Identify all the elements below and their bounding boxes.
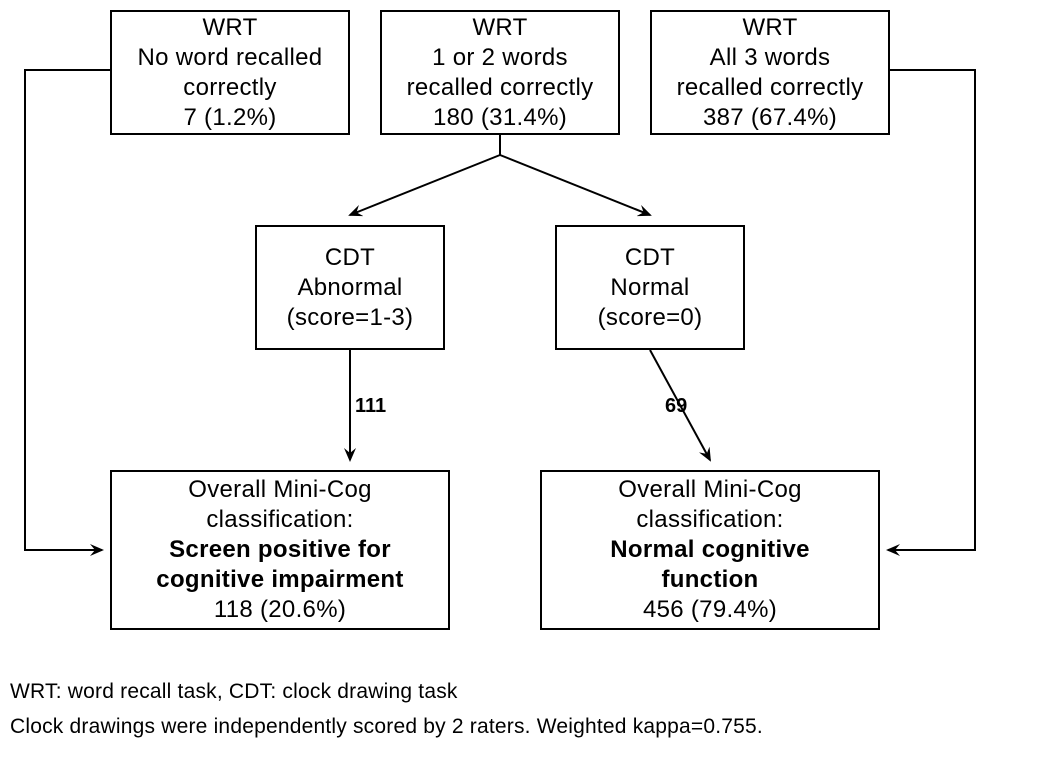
node-line: Abnormal: [297, 273, 402, 303]
node-line: (score=1-3): [287, 303, 414, 333]
node-line: cognitive impairment: [156, 565, 403, 595]
node-line: CDT: [325, 243, 375, 273]
node-line: (score=0): [598, 303, 703, 333]
node-line: CDT: [625, 243, 675, 273]
node-line: 7 (1.2%): [183, 103, 276, 133]
node-line: 387 (67.4%): [703, 103, 837, 133]
node-cdt-abnormal: CDTAbnormal(score=1-3): [255, 225, 445, 350]
flowchart-canvas: WRTNo word recalledcorrectly7 (1.2%) WRT…: [0, 0, 1050, 757]
node-line: Normal: [610, 273, 689, 303]
node-line: All 3 words: [710, 43, 831, 73]
node-line: 1 or 2 words: [432, 43, 568, 73]
node-line: No word recalled: [138, 43, 323, 73]
edge: [350, 135, 500, 215]
node-line: classification:: [206, 505, 353, 535]
node-line: 456 (79.4%): [643, 595, 777, 625]
node-line: Screen positive for: [169, 535, 391, 565]
node-line: Normal cognitive: [610, 535, 810, 565]
edge: [888, 70, 975, 550]
node-outcome-negative: Overall Mini-Cogclassification:Normal co…: [540, 470, 880, 630]
node-line: Overall Mini-Cog: [188, 475, 372, 505]
edge: [25, 70, 110, 550]
node-line: classification:: [636, 505, 783, 535]
node-line: WRT: [202, 13, 257, 43]
node-wrt-1-2-words: WRT1 or 2 wordsrecalled correctly180 (31…: [380, 10, 620, 135]
footer-kappa: Clock drawings were independently scored…: [10, 715, 763, 739]
node-line: 180 (31.4%): [433, 103, 567, 133]
footer-abbrev: WRT: word recall task, CDT: clock drawin…: [10, 680, 458, 704]
node-wrt-3-words: WRTAll 3 wordsrecalled correctly387 (67.…: [650, 10, 890, 135]
edge-label: 69: [665, 395, 687, 418]
node-line: WRT: [472, 13, 527, 43]
node-cdt-normal: CDTNormal(score=0): [555, 225, 745, 350]
node-outcome-positive: Overall Mini-Cogclassification:Screen po…: [110, 470, 450, 630]
edge-label: 111: [355, 395, 386, 418]
node-line: recalled correctly: [677, 73, 864, 103]
node-line: function: [661, 565, 758, 595]
edge: [500, 135, 650, 215]
node-line: Overall Mini-Cog: [618, 475, 802, 505]
node-line: correctly: [183, 73, 276, 103]
node-wrt-0-words: WRTNo word recalledcorrectly7 (1.2%): [110, 10, 350, 135]
node-line: recalled correctly: [407, 73, 594, 103]
node-line: WRT: [742, 13, 797, 43]
node-line: 118 (20.6%): [214, 595, 346, 625]
